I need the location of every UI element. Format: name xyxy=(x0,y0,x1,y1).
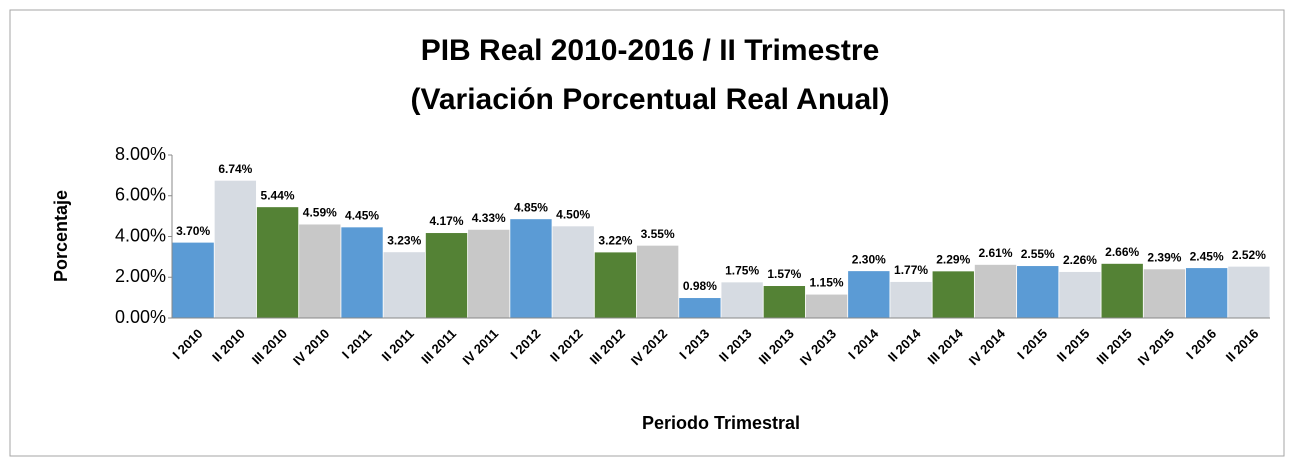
value-label: 1.15% xyxy=(810,276,844,290)
value-label: 2.30% xyxy=(852,252,886,266)
y-tick-label: 6.00% xyxy=(115,185,166,205)
value-label: 1.57% xyxy=(767,267,801,281)
bar xyxy=(172,242,214,318)
chart-title: PIB Real 2010-2016 / II Trimestre xyxy=(421,34,880,67)
value-label: 3.70% xyxy=(176,224,210,238)
y-tick-label: 0.00% xyxy=(115,307,166,327)
value-label: 4.50% xyxy=(556,207,590,221)
bar xyxy=(425,233,468,318)
y-tick-label: 2.00% xyxy=(115,266,166,286)
value-label: 2.61% xyxy=(978,246,1012,260)
value-label: 0.98% xyxy=(683,279,717,293)
value-label: 4.33% xyxy=(472,211,506,225)
bar xyxy=(1185,268,1228,318)
bar xyxy=(679,298,721,318)
bar xyxy=(299,224,341,318)
value-label: 2.45% xyxy=(1190,249,1224,263)
value-label: 6.74% xyxy=(218,162,252,176)
bar xyxy=(1143,269,1186,318)
value-label: 4.45% xyxy=(345,209,379,223)
bar xyxy=(974,264,1017,318)
bar xyxy=(890,281,932,318)
x-axis-label: Periodo Trimestral xyxy=(642,413,800,433)
chart-subtitle: (Variación Porcentual Real Anual) xyxy=(410,83,889,116)
value-label: 2.26% xyxy=(1063,253,1097,267)
bar xyxy=(1017,266,1059,318)
value-label: 2.52% xyxy=(1232,248,1266,262)
y-axis-label: Porcentaje xyxy=(51,190,71,282)
bar xyxy=(721,282,763,318)
bar xyxy=(805,294,848,318)
value-label: 1.77% xyxy=(894,263,928,277)
bar xyxy=(468,229,510,318)
y-tick-label: 4.00% xyxy=(115,225,166,245)
value-label: 4.59% xyxy=(303,206,337,220)
value-label: 2.66% xyxy=(1105,245,1139,259)
bar xyxy=(1101,263,1143,318)
bar xyxy=(1059,271,1101,318)
bar xyxy=(383,252,425,318)
value-label: 4.85% xyxy=(514,200,548,214)
bar xyxy=(256,207,299,318)
value-label: 3.23% xyxy=(387,233,421,247)
value-label: 5.44% xyxy=(261,188,295,202)
bar xyxy=(1228,266,1270,318)
bar xyxy=(932,271,974,318)
bar xyxy=(636,245,679,318)
value-label: 3.55% xyxy=(641,227,675,241)
value-label: 4.17% xyxy=(429,214,463,228)
value-label: 1.75% xyxy=(725,264,759,278)
value-label: 2.39% xyxy=(1147,250,1181,264)
bar xyxy=(848,271,890,318)
bar xyxy=(594,252,637,318)
bar xyxy=(341,227,383,318)
y-tick-label: 8.00% xyxy=(115,144,166,164)
bar xyxy=(510,219,552,318)
bar xyxy=(763,286,806,318)
bar xyxy=(214,180,257,318)
value-label: 3.22% xyxy=(598,234,632,248)
value-label: 2.55% xyxy=(1021,247,1055,261)
value-label: 2.29% xyxy=(936,253,970,267)
bar xyxy=(552,226,594,318)
